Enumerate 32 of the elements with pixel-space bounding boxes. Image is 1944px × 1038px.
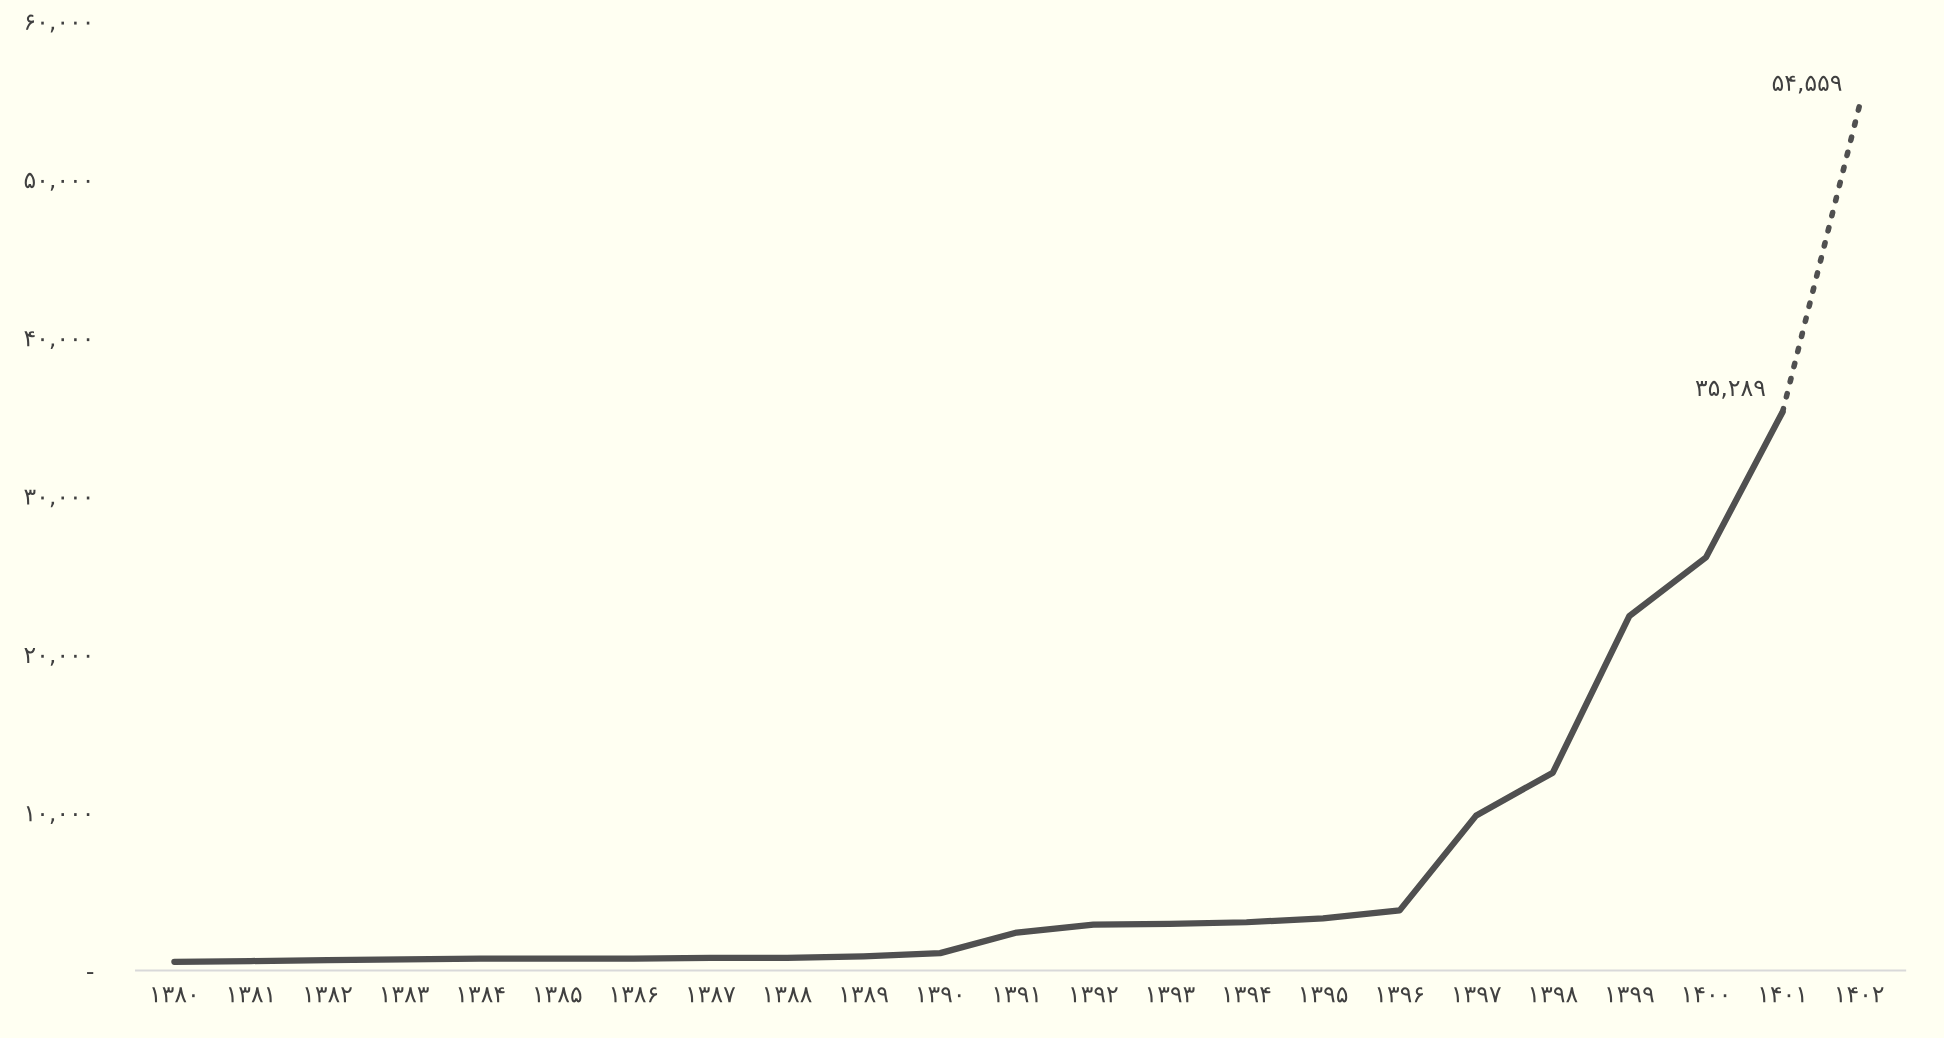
x-tick-label: ۱۴۰۲ bbox=[1837, 987, 1884, 1003]
data-label: ۳۵,۲۸۹ bbox=[1695, 380, 1765, 399]
y-tick-label: ۵۰,۰۰۰ bbox=[24, 172, 90, 191]
x-tick-label: ۱۳۸۵ bbox=[535, 987, 582, 1003]
x-tick-label: ۱۳۸۳ bbox=[381, 987, 429, 1003]
y-tick-label: ۱۰,۰۰۰ bbox=[26, 806, 90, 824]
x-tick-label: ۱۳۹۳ bbox=[1147, 987, 1195, 1003]
x-tick-label: ۱۳۹۵ bbox=[1300, 987, 1348, 1003]
x-tick-label: ۱۳۸۲ bbox=[305, 987, 352, 1003]
x-tick-label: ۱۳۹۷ bbox=[1454, 987, 1501, 1003]
x-tick-label: ۱۳۸۱ bbox=[228, 987, 272, 1003]
x-tick-label: ۱۳۸۴ bbox=[458, 987, 505, 1003]
x-tick-label: ۱۳۸۹ bbox=[841, 987, 888, 1003]
x-tick-label: ۱۳۹۱ bbox=[994, 987, 1038, 1003]
y-tick-label: ۳۰,۰۰۰ bbox=[24, 489, 90, 508]
x-tick-label: ۱۴۰۰ bbox=[1683, 987, 1727, 1003]
y-tick-label: ۴۰,۰۰۰ bbox=[24, 331, 90, 350]
x-tick-label: ۱۳۹۶ bbox=[1377, 987, 1423, 1003]
data-label: ۵۴,۵۵۹ bbox=[1772, 75, 1842, 94]
x-tick-label: ۱۳۹۰ bbox=[918, 987, 961, 1003]
y-tick-label: ۲۰,۰۰۰ bbox=[24, 647, 90, 666]
x-tick-label: ۱۳۹۲ bbox=[1071, 987, 1118, 1003]
y-tick-label: ۶۰,۰۰۰ bbox=[25, 14, 90, 33]
x-tick-label: ۱۳۸۷ bbox=[688, 987, 736, 1003]
x-tick-label: ۱۳۹۹ bbox=[1607, 987, 1654, 1003]
x-tick-label: ۱۳۸۰ bbox=[152, 987, 195, 1003]
x-tick-label: ۱۳۹۴ bbox=[1224, 987, 1271, 1003]
x-tick-label: ۱۳۸۶ bbox=[611, 987, 658, 1003]
x-tick-label: ۱۳۹۸ bbox=[1530, 987, 1578, 1003]
y-tick-label: - bbox=[87, 972, 94, 974]
x-tick-label: ۱۴۰۱ bbox=[1760, 987, 1804, 1003]
x-tick-label: ۱۳۸۸ bbox=[764, 987, 812, 1003]
